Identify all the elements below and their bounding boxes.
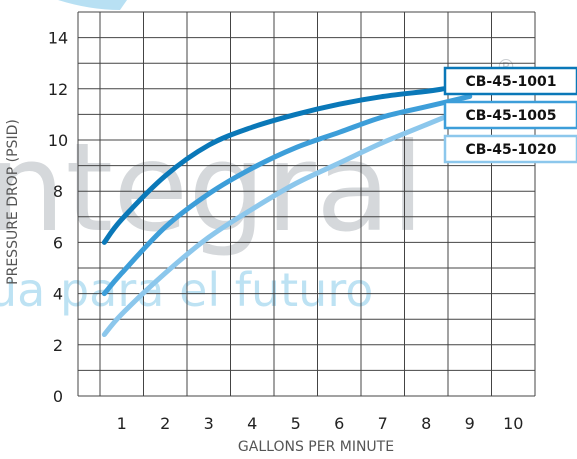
chart-curves (101, 86, 473, 338)
x-tick-label: 6 (334, 414, 344, 433)
legend-box (443, 134, 577, 164)
y-tick-label: 10 (48, 131, 68, 150)
series-line-cb-45-1005 (101, 93, 473, 297)
legend-label: CB-45-1020 (465, 142, 556, 158)
x-tick-label: 8 (421, 414, 431, 433)
y-tick-label: 2 (53, 336, 63, 355)
y-tick-label: 14 (48, 29, 68, 48)
x-tick-label: 4 (247, 414, 257, 433)
y-tick-label: 0 (53, 387, 63, 406)
y-tick-label: 8 (53, 182, 63, 201)
legend-label: CB-45-1001 (465, 74, 556, 90)
y-tick-label: 4 (53, 285, 63, 304)
chart-grid (77, 11, 536, 397)
y-tick-label: 12 (48, 80, 68, 99)
legend-item-cb-45-1020: CB-45-1020 (443, 134, 577, 164)
watermark-swoosh (58, 0, 127, 10)
x-axis-label: GALLONS PER MINUTE (238, 439, 394, 455)
legend-label: CB-45-1005 (465, 108, 556, 124)
series-line-cb-45-1020 (101, 104, 473, 338)
legend-box (443, 66, 577, 96)
legend-item-cb-45-1005: CB-45-1005 (443, 100, 577, 130)
series-line-cb-45-1001 (101, 86, 447, 245)
x-tick-label: 2 (160, 414, 170, 433)
legend-item-cb-45-1001: CB-45-1001 (443, 66, 577, 96)
chart-legend: CB-45-1001 CB-45-1005 CB-45-1020 (443, 66, 577, 164)
x-tick-label: 9 (465, 414, 475, 433)
legend-box (443, 100, 577, 130)
x-tick-label: 7 (378, 414, 388, 433)
y-tick-label: 6 (53, 233, 63, 252)
x-tick-label: 5 (291, 414, 301, 433)
x-tick-label: 1 (117, 414, 127, 433)
watermark: ntegral ua para el futuro ® (0, 0, 516, 317)
x-tick-label: 3 (204, 414, 214, 433)
y-axis-label: PRESSURE DROP (PSID) (5, 119, 21, 285)
x-tick-label: 10 (503, 414, 523, 433)
